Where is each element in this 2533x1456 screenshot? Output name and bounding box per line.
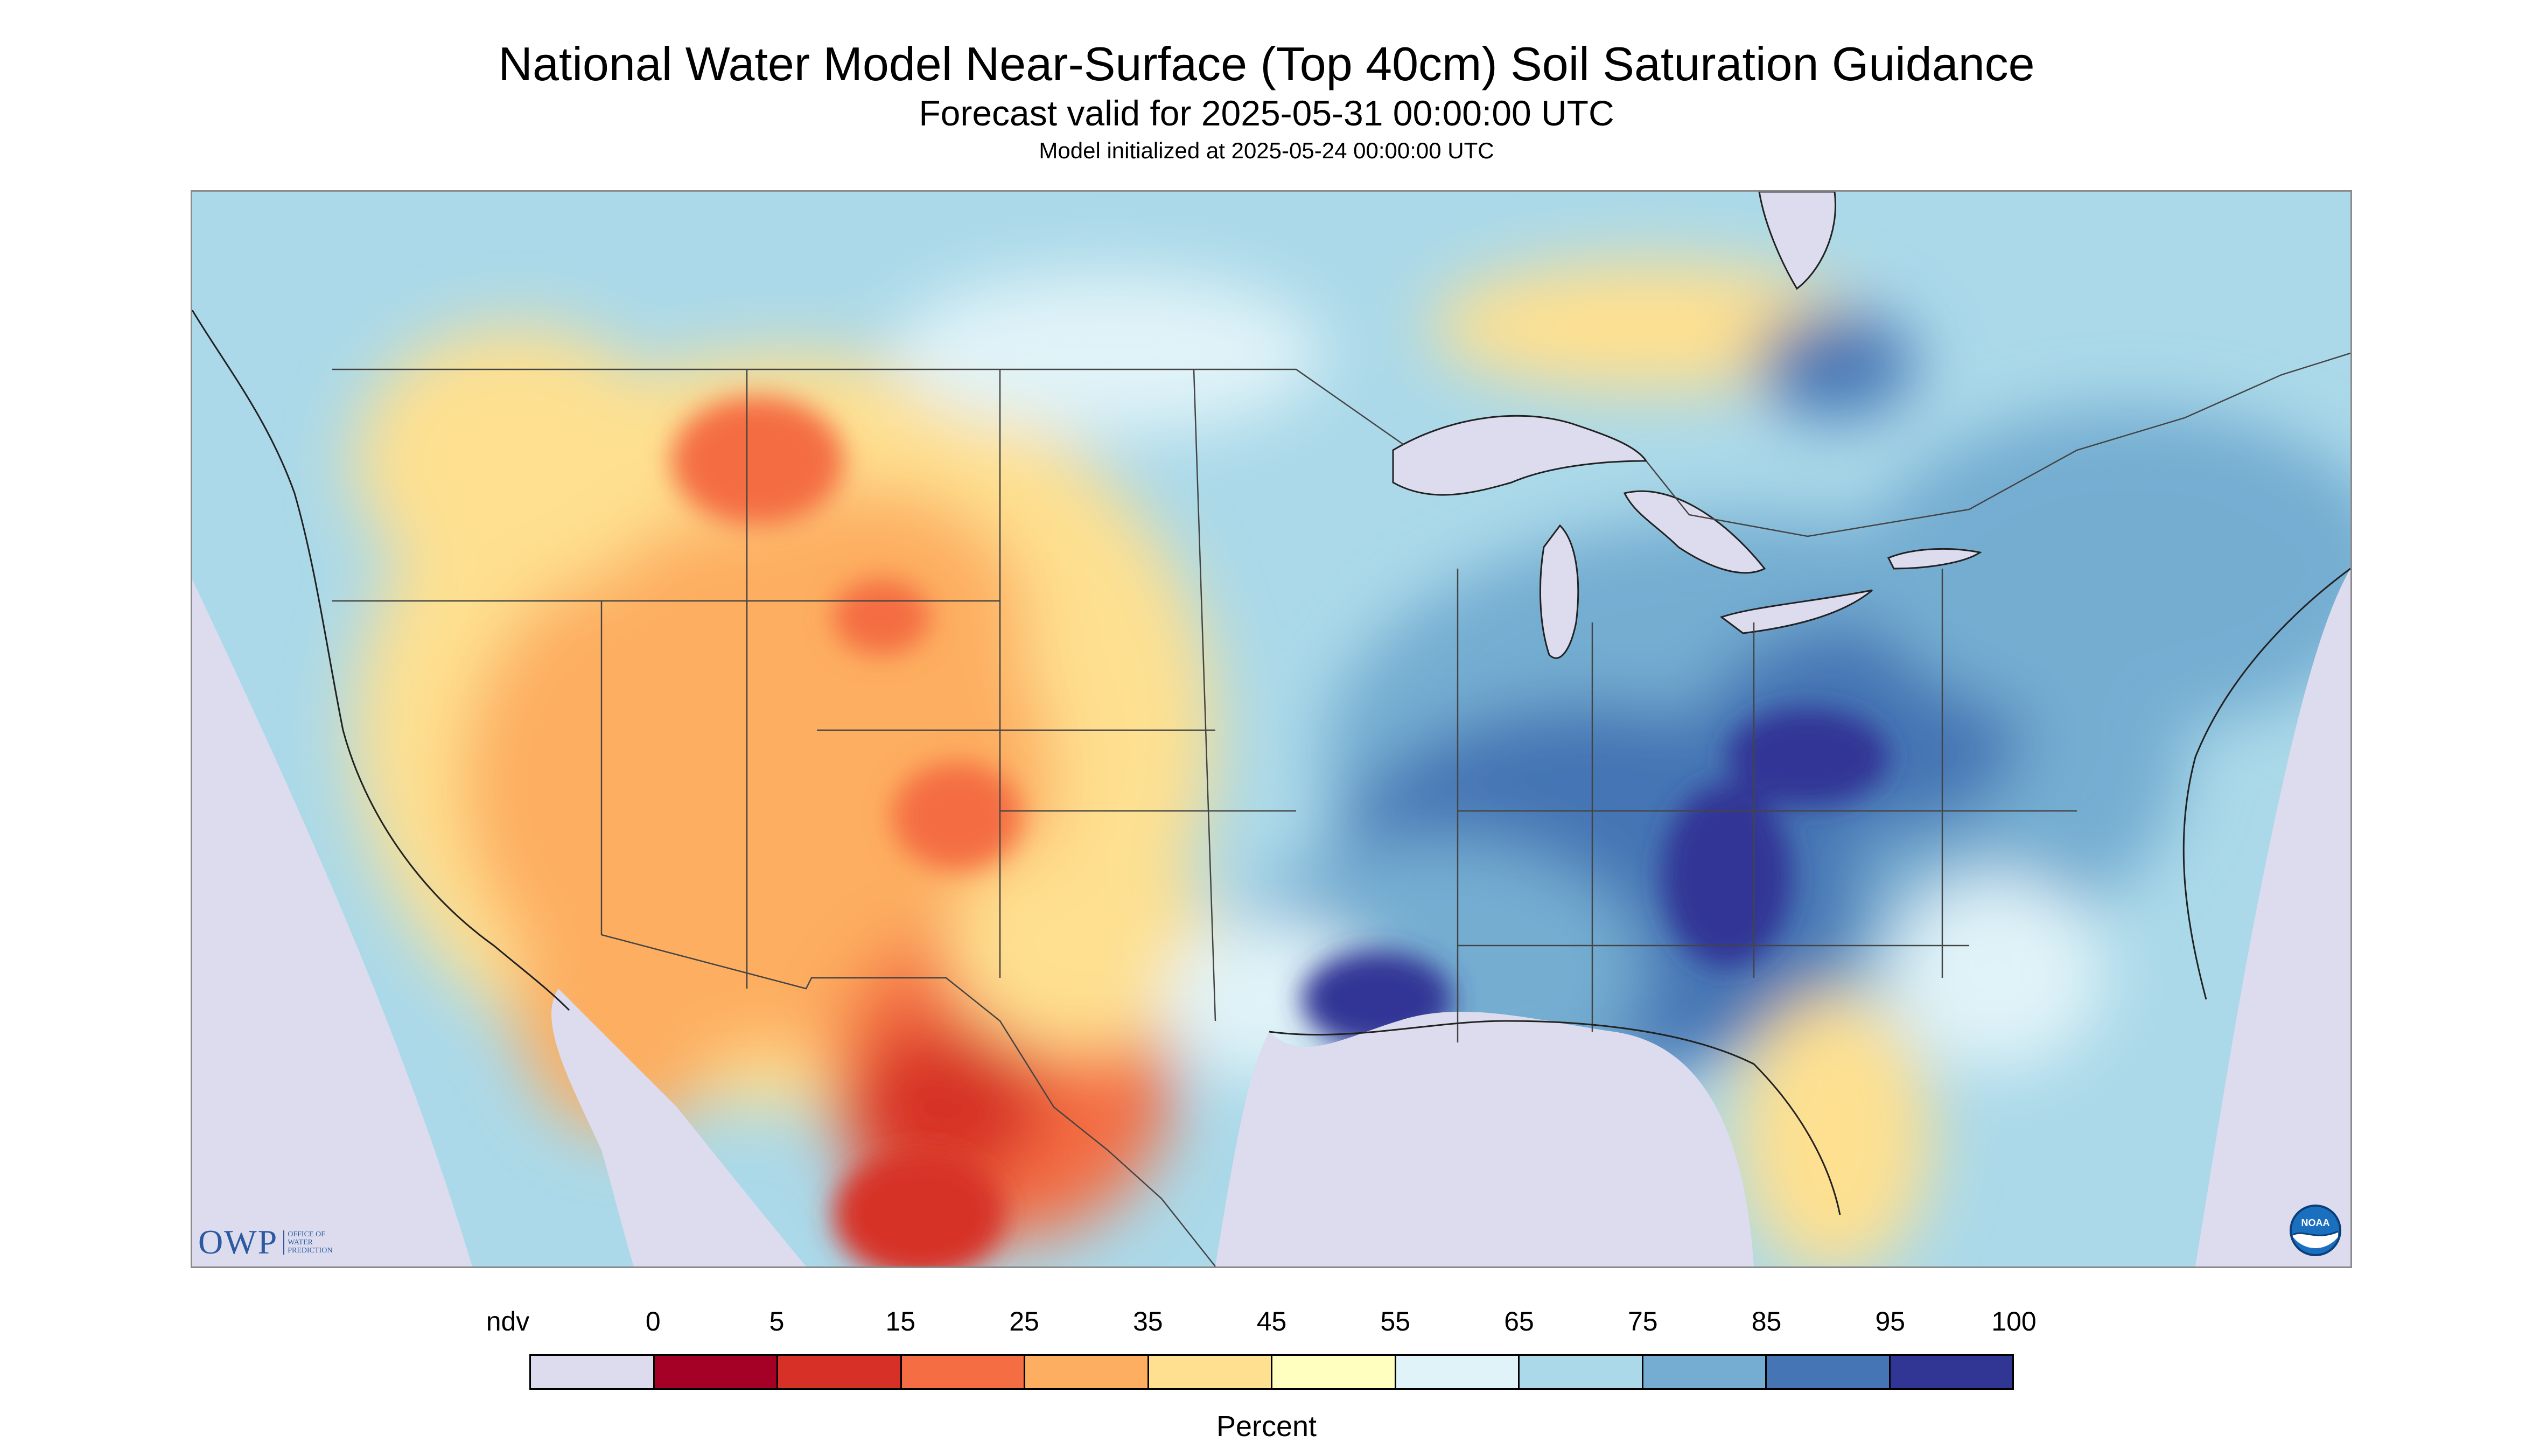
colorbar-bin [531,1356,655,1388]
colorbar-bin [1149,1356,1272,1388]
colorbar-bin [1767,1356,1891,1388]
colorbar-tick-label: 65 [1504,1306,1534,1336]
colorbar-tick-label: 45 [1256,1306,1287,1336]
colorbar-tick-label: 15 [885,1306,916,1336]
colorbar-tick-label: ndv [486,1306,530,1336]
great-lakes [1392,192,1982,659]
forecast-valid-subtitle: Forecast valid for 2025-05-31 00:00:00 U… [919,93,1614,133]
colorbar-bin [1025,1356,1149,1388]
model-init-subtitle: Model initialized at 2025-05-24 00:00:00… [1039,138,1494,163]
saturation-field [192,192,2350,1266]
colorbar-bin [1520,1356,1643,1388]
owp-logo-text: OWP [198,1223,278,1261]
colorbar-tick-label: 100 [1991,1306,2037,1336]
colorbar-bin [778,1356,902,1388]
colorbar-tick-label: 5 [769,1306,785,1336]
colorbar-bin [1890,1356,2012,1388]
colorbar-tick-label: 75 [1627,1306,1658,1336]
colorbar-tick-label: 95 [1875,1306,1906,1336]
colorbar-tick-label: 55 [1380,1306,1411,1336]
colorbar-tick-label: 0 [645,1306,661,1336]
colorbar-bin [901,1356,1025,1388]
owp-sub-line: OFFICE OF [288,1230,325,1238]
colorbar-bin [654,1356,778,1388]
colorbar-unit-label: Percent [1216,1410,1317,1443]
colorbar-bin [1643,1356,1767,1388]
colorbar-tick-label: 25 [1009,1306,1039,1336]
map-title: National Water Model Near-Surface (Top 4… [498,37,2035,90]
colorbar-bin [1396,1356,1520,1388]
owp-sub-line: PREDICTION [288,1246,333,1255]
soil-saturation-map [191,190,2352,1268]
colorbar-tick-label: 85 [1751,1306,1782,1336]
noaa-logo: NOAA [2289,1203,2342,1260]
owp-logo-subtext: OFFICE OF WATER PREDICTION [283,1230,332,1255]
colorbar-bin [1272,1356,1396,1388]
colorbar-tick-label: 35 [1132,1306,1163,1336]
political-borders [332,352,2350,1266]
noaa-logo-text: NOAA [2301,1217,2330,1228]
coastlines [192,310,2350,1215]
owp-sub-line: WATER [288,1238,313,1247]
owp-logo: OWP OFFICE OF WATER PREDICTION [198,1222,332,1262]
colorbar [529,1354,2014,1390]
